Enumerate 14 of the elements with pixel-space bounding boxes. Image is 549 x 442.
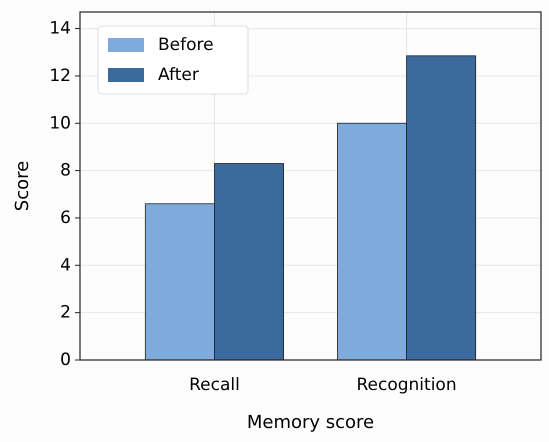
- y-tick-label: 12: [49, 66, 71, 86]
- y-axis-title: Score: [12, 160, 33, 212]
- x-tick-label: Recall: [189, 375, 240, 395]
- legend-label: Before: [158, 35, 214, 55]
- y-tick-label: 4: [60, 255, 71, 276]
- y-tick-label: 2: [60, 302, 71, 323]
- y-tick-label: 10: [49, 113, 71, 134]
- x-axis-title: Memory score: [246, 412, 374, 433]
- y-tick-label: 14: [49, 18, 71, 39]
- y-tick-label: 6: [60, 208, 71, 228]
- y-tick-label: 0: [60, 350, 71, 370]
- y-tick-label: 8: [60, 160, 71, 181]
- legend-label: After: [158, 65, 199, 85]
- x-tick-label: Recognition: [356, 375, 457, 395]
